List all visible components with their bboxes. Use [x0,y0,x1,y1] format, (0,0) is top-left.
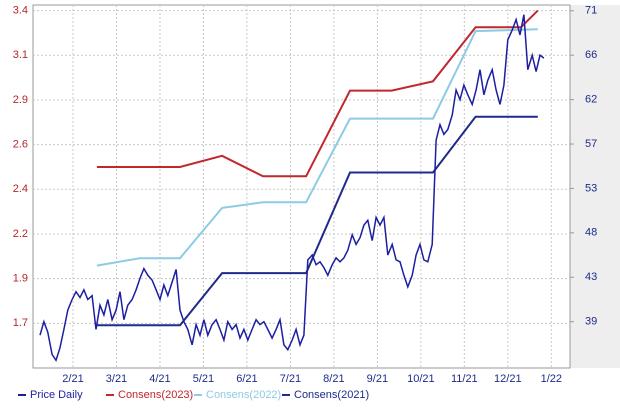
y2-tick-label: 39 [585,316,597,328]
series-line [96,9,539,178]
y2-tick-label: 62 [585,94,597,106]
x-tick-label: 11/21 [451,373,478,385]
y2-tick-label: 43 [585,271,597,283]
x-tick-label: 12/21 [494,373,522,385]
y2-tick-label: 53 [585,182,597,194]
y2-tick-label: 48 [585,227,597,239]
y-tick-label: 3.4 [13,4,28,16]
series-line [39,14,545,363]
y2-tick-label: 66 [585,49,597,61]
x-tick-label: 4/21 [149,373,170,385]
x-tick-label: 1/22 [541,373,562,385]
series-line [96,115,538,327]
x-tick-label: 10/21 [407,373,435,385]
y2-tick-label: 57 [585,138,597,150]
x-tick-label: 9/21 [367,373,388,385]
y-tick-label: 1.7 [13,317,28,329]
y-tick-label: 2.9 [13,94,28,106]
y-tick-label: 2.6 [13,139,28,151]
x-tick-label: 5/21 [193,373,214,385]
x-tick-label: 2/21 [62,373,83,385]
y2-tick-label: 71 [585,5,597,17]
series-line [96,28,538,267]
legend-label: Consens(2021) [294,389,369,401]
legend-label: Price Daily [30,389,83,401]
x-tick-label: 3/21 [106,373,127,385]
y-tick-label: 3.1 [13,49,28,61]
x-tick-label: 7/21 [280,373,301,385]
x-tick-label: 6/21 [236,373,257,385]
y-tick-label: 1.9 [13,273,28,285]
right-strip [570,5,620,368]
plot-area [32,4,571,369]
x-tick-label: 8/21 [323,373,344,385]
legend-label: Consens(2023) [118,389,193,401]
y-tick-label: 2.4 [13,183,28,195]
y-tick-label: 2.2 [13,228,28,240]
legend-label: Consens(2022) [206,389,281,401]
